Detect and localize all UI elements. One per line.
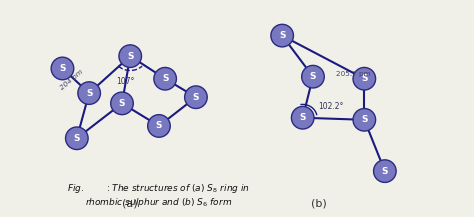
- Circle shape: [292, 107, 314, 129]
- Text: S: S: [361, 115, 367, 124]
- Circle shape: [185, 86, 207, 108]
- Circle shape: [148, 115, 170, 137]
- Text: S: S: [73, 134, 80, 143]
- Circle shape: [78, 82, 100, 104]
- Circle shape: [51, 57, 74, 80]
- Circle shape: [65, 127, 88, 150]
- Text: 107°: 107°: [116, 77, 134, 86]
- Circle shape: [154, 67, 176, 90]
- Text: S: S: [119, 99, 125, 108]
- Text: S: S: [127, 52, 134, 61]
- Text: S: S: [59, 64, 66, 73]
- Circle shape: [301, 65, 324, 88]
- Text: S: S: [86, 89, 92, 98]
- Circle shape: [271, 24, 293, 47]
- Text: 102.2°: 102.2°: [318, 102, 344, 111]
- Text: (b): (b): [311, 199, 327, 209]
- Circle shape: [353, 67, 375, 90]
- Circle shape: [111, 92, 133, 115]
- Text: S: S: [162, 74, 168, 83]
- Text: S: S: [193, 93, 199, 102]
- Text: S: S: [361, 74, 367, 83]
- Text: S: S: [279, 31, 285, 40]
- Text: 204 pm: 204 pm: [59, 69, 84, 91]
- Text: 205.7 pm: 205.7 pm: [336, 71, 370, 77]
- Text: S: S: [156, 122, 162, 130]
- Circle shape: [374, 160, 396, 182]
- Circle shape: [119, 45, 142, 67]
- Circle shape: [353, 108, 375, 131]
- Text: $\mathit{rhombic\ sulphur\ and\ (b)\ S_6\ form}$: $\mathit{rhombic\ sulphur\ and\ (b)\ S_6…: [85, 196, 233, 209]
- Text: (a): (a): [122, 199, 138, 209]
- Text: $\mathit{Fig.}$       $\mathit{: The\ structures\ of\ (a)\ S_8\ ring\ in}$: $\mathit{Fig.}$ $\mathit{: The\ structur…: [67, 182, 250, 195]
- Text: S: S: [382, 167, 388, 176]
- Text: S: S: [310, 72, 316, 81]
- Text: S: S: [300, 113, 306, 122]
